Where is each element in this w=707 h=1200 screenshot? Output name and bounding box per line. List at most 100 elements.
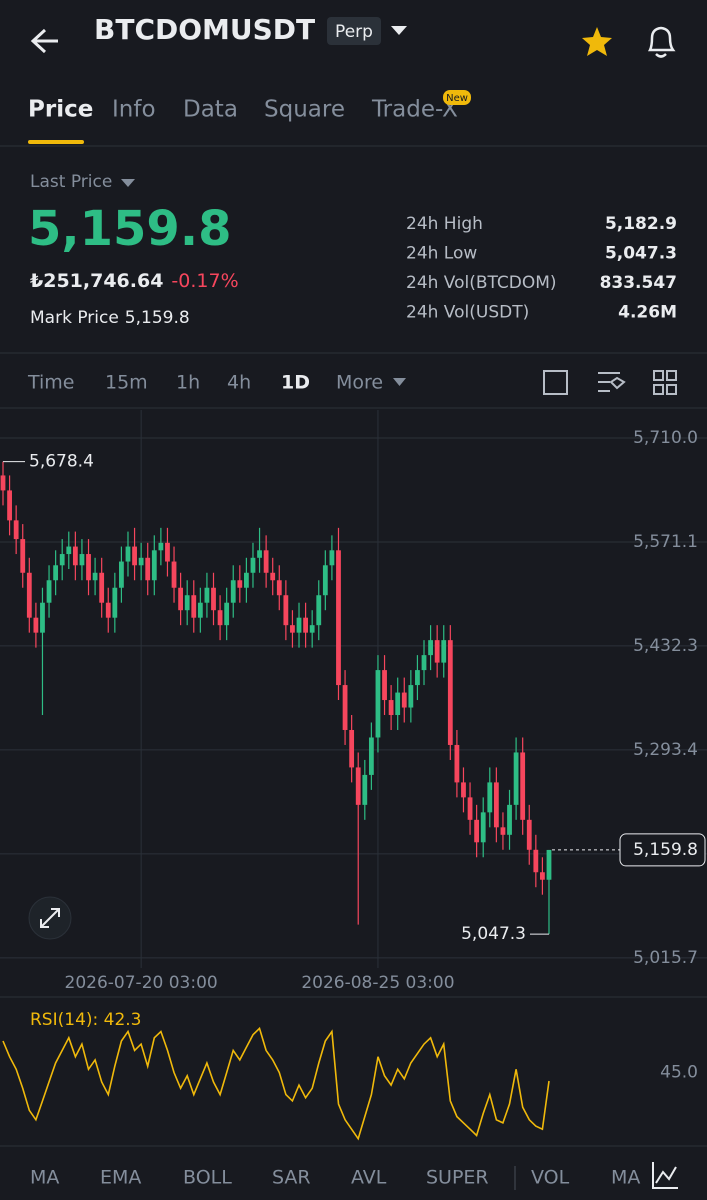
y-tick-label: 5,432.3 [633,636,698,656]
new-badge-bg [443,90,471,105]
perp-badge: Perp [335,22,373,42]
settings-icon[interactable] [598,372,626,392]
rsi-chart: 45.0 RSI(14): 42.3 [2,1010,698,1141]
candle-body [454,744,460,783]
layout-icon[interactable] [653,384,664,395]
indicator-tab[interactable]: VOL [531,1167,570,1189]
indicator-tab[interactable]: EMA [100,1167,141,1189]
candle-body [290,625,295,633]
candle-body [250,557,256,573]
candle-body [0,475,6,491]
favorite-star[interactable] [582,27,612,56]
fiat-value: ₺251,746.64 [30,270,163,292]
layout-icon[interactable] [666,370,677,381]
candle-body [132,546,137,566]
candle-body [309,625,315,633]
tab[interactable]: Info [112,97,156,123]
candle-body [165,542,170,562]
candle-body [395,692,401,716]
back-button[interactable] [30,28,58,54]
candle-body [434,640,440,663]
candle-body [428,640,433,656]
interval[interactable]: 4h [227,372,251,394]
stat-value: 5,047.3 [605,244,677,264]
tab[interactable]: Square [264,97,345,123]
candle-body [447,640,453,745]
indicator-tab[interactable]: SAR [272,1167,311,1189]
candle-body [276,580,282,596]
indicator-tab[interactable]: MA [611,1167,640,1189]
stat-label: 24h High [406,214,483,234]
candle-body [375,670,381,738]
candle-body [125,546,131,562]
interval[interactable]: 1h [176,372,200,394]
candle-body [158,542,164,551]
indicator-tab[interactable]: MA [30,1167,59,1189]
candle-body [178,587,184,611]
candle-body [388,700,394,716]
interval[interactable]: 15m [105,372,148,394]
y-tick-label: 5,571.1 [633,532,698,552]
tab[interactable]: Data [183,97,238,123]
interval[interactable]: 1D [281,372,310,394]
candle-body [342,685,348,730]
more-dropdown[interactable] [393,378,406,386]
last-price-label[interactable]: Last Price [30,172,112,192]
candle-body [33,617,39,633]
interval[interactable]: Time [27,372,75,394]
candle-body [191,595,197,618]
alert-bell[interactable] [647,26,676,58]
candle-body [7,490,12,521]
tab[interactable]: Price [28,97,93,123]
last-price-dropdown[interactable] [121,179,135,187]
candle-body [66,546,72,555]
candle-body [487,782,493,813]
fiat-price: ₺251,746.64 -0.17% [30,270,239,292]
candle-body [184,595,190,611]
price-chart[interactable]: 5,710.05,571.15,432.35,293.45,154.65,015… [0,410,707,993]
toolbar-icons [543,370,677,395]
candle-body [72,546,78,566]
stat-label: 24h Vol(USDT) [406,303,529,323]
candle-body [362,774,368,805]
indicator-settings-bg [642,1155,707,1200]
candle-body [500,827,506,835]
stat-label: 24h Vol(BTCDOM) [406,273,557,293]
indicator-tab[interactable]: AVL [351,1167,387,1189]
indicator-tab[interactable]: SUPER [426,1167,489,1189]
candle-body [230,580,236,603]
symbol-title[interactable]: BTCDOMUSDT [94,13,315,46]
candle-body [461,782,466,798]
candle-body [217,610,223,626]
candle-body [243,572,249,588]
last-price-box [619,833,706,867]
indicator-settings[interactable] [652,1162,678,1189]
rsi-title: RSI(14): 42.3 [30,1010,142,1030]
y-tick-label: 5,293.4 [633,740,698,760]
candle-body [270,572,276,581]
candle-body [263,550,269,573]
candle-body [13,520,19,540]
stat-label: 24h Low [406,244,477,264]
layout-icon[interactable] [666,384,677,395]
fullscreen-icon [40,908,60,928]
candle-body [493,782,499,828]
candle-body [112,587,118,618]
interval[interactable]: More [336,372,383,394]
last-price-tag: 5,159.8 [633,840,698,860]
candle-body [257,550,262,558]
candle-body [92,572,98,581]
chart-mode-icon[interactable] [543,370,568,395]
candle-body [105,602,111,618]
badge-bg [327,17,381,45]
symbol-dropdown[interactable] [391,26,407,35]
candle-body [204,587,210,603]
candle-body [533,849,539,873]
indicator-tab[interactable]: BOLL [183,1167,232,1189]
candle-body [382,670,387,701]
candle-body [53,565,59,581]
layout-icon[interactable] [653,370,664,381]
tab-underline [28,140,84,144]
